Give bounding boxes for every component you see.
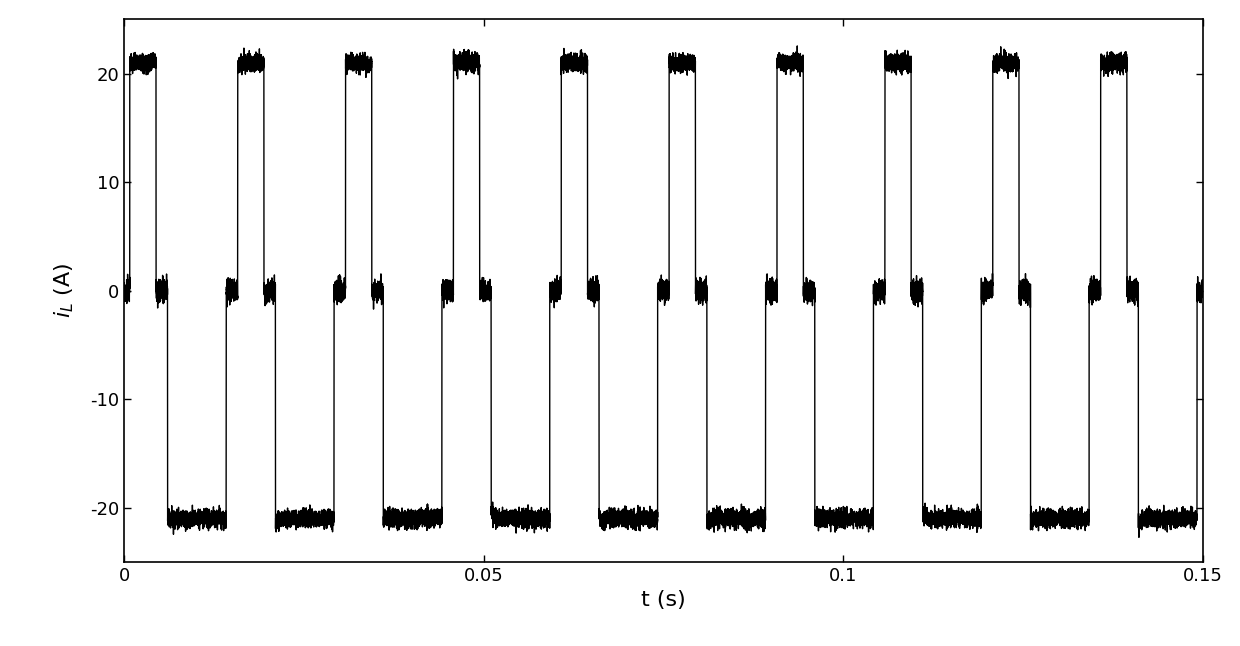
Y-axis label: $i_L$ (A): $i_L$ (A) [52,263,76,318]
X-axis label: t (s): t (s) [641,590,686,610]
